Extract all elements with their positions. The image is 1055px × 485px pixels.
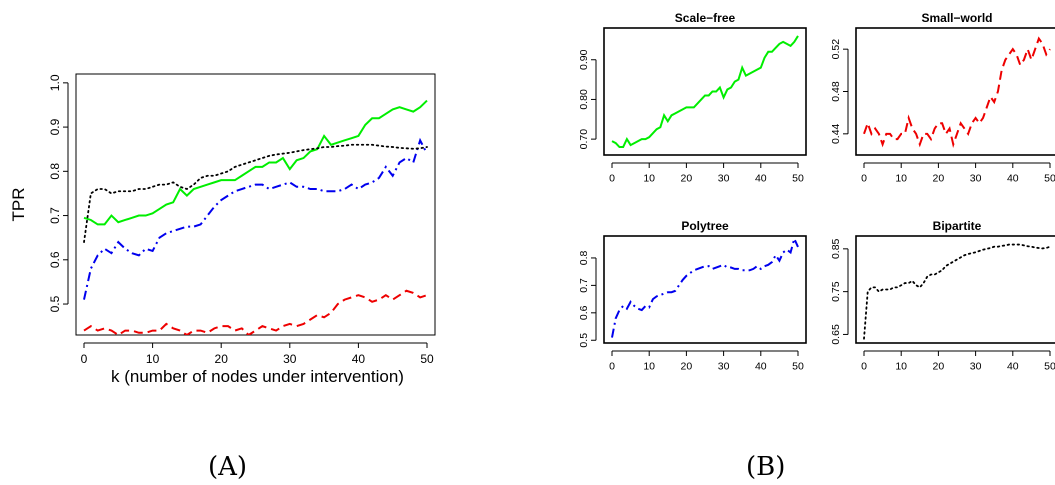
y-tick-label: 0.75 [830,281,842,302]
x-tick-label: 30 [718,173,730,185]
x-tick-label: 20 [681,173,693,185]
x-tick-label: 20 [933,173,945,185]
y-tick-label: 0.65 [830,324,842,345]
series-line-dashed [83,289,428,335]
x-tick-label: 50 [420,352,434,366]
chart-polytree: Polytree 0 10 20 30 40 50 0.5 0.6 0.7 0.8 [578,219,807,373]
x-tick-label: 0 [609,361,615,373]
x-tick-label: 40 [352,352,366,366]
y-tick-label: 0.8 [48,163,62,180]
chart-title: Small−world [921,11,992,25]
series-line-dashdot [83,137,428,300]
series-line-dashed [863,36,1051,148]
x-tick-label: 0 [861,173,867,185]
series-line-dotted [83,143,428,244]
x-tick-label: 0 [861,361,867,373]
chart-scale-free: Scale−free 0 10 20 30 40 50 0.70 0.80 0.90 [578,11,807,185]
chart-small-world: Small−world 0 10 20 30 40 50 0.44 0.48 0.52 [830,11,1055,185]
x-tick-label: 10 [895,173,907,185]
x-tick-label: 10 [643,361,655,373]
y-axis-title: TPR [9,188,28,222]
y-tick-label: 0.90 [578,49,590,70]
x-tick-label: 30 [283,352,297,366]
x-tick-label: 0 [81,352,88,366]
y-tick-label: 0.48 [830,81,842,102]
x-tick-label: 50 [792,173,804,185]
x-tick-label: 40 [1007,361,1019,373]
plot-frame [603,235,807,344]
x-tick-label: 10 [146,352,160,366]
x-tick-label: 40 [1007,173,1019,185]
x-tick-label: 50 [1044,361,1055,373]
y-tick-label: 0.9 [48,118,62,135]
y-tick-label: 0.5 [48,295,62,312]
x-tick-label: 10 [895,361,907,373]
y-tick-label: 0.7 [578,278,590,293]
y-tick-label: 0.44 [830,123,842,144]
x-tick-label: 10 [643,173,655,185]
plot-frame [75,73,436,336]
y-tick-label: 0.6 [578,305,590,320]
plot-frame [603,27,807,156]
y-tick-label: 0.70 [578,129,590,150]
panel-label-b: (B) [746,452,786,482]
series-line-dotted [863,243,1051,340]
chart-bipartite: Bipartite 0 10 20 30 40 50 0.65 0.75 0.85 [830,219,1055,373]
x-tick-label: 50 [1044,173,1055,185]
y-tick-label: 0.80 [578,89,590,110]
y-tick-label: 0.8 [578,250,590,265]
x-tick-label: 0 [609,173,615,185]
y-tick-label: 0.85 [830,238,842,259]
y-tick-label: 0.52 [830,39,842,60]
series-line-dashdot [611,236,799,338]
x-tick-label: 30 [970,361,982,373]
y-tick-label: 0.5 [578,333,590,348]
x-tick-label: 40 [755,173,767,185]
series-line-solid [611,35,799,149]
chart-title: Bipartite [933,219,982,233]
x-tick-label: 50 [792,361,804,373]
x-tick-label: 20 [933,361,945,373]
chart-title: Polytree [681,219,729,233]
x-tick-label: 20 [215,352,229,366]
x-tick-label: 40 [755,361,767,373]
x-tick-label: 20 [681,361,693,373]
y-tick-label: 0.7 [48,207,62,224]
series-line-solid [83,99,428,226]
panel-label-a: (A) [208,452,248,482]
x-tick-label: 30 [718,361,730,373]
chart-title: Scale−free [675,11,736,25]
x-tick-label: 30 [970,173,982,185]
chart-main: 0 10 20 30 40 50 0.5 0.6 0.7 0.8 0.9 1.0 k (number o… [9,73,436,386]
y-tick-label: 1.0 [48,74,62,91]
y-tick-label: 0.6 [48,251,62,268]
plot-frame [855,235,1055,344]
x-axis-title: k (number of nodes under intervention) [111,367,404,386]
plot-frame [855,27,1055,156]
